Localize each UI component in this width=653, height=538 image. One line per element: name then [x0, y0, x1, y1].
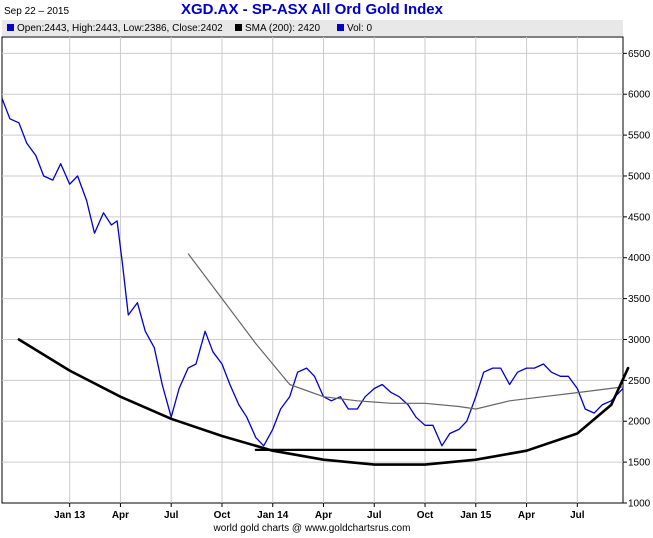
legend-price-swatch	[7, 24, 14, 31]
y-tick-label: 6500	[628, 49, 651, 60]
grid	[2, 37, 623, 503]
legend-sma-label: SMA (200): 2420	[245, 23, 320, 34]
x-tick-label: Jul	[367, 510, 382, 521]
x-tick-label: Jan 14	[257, 510, 289, 521]
annotation-layer	[17, 338, 630, 466]
x-tick-label: Apr	[112, 510, 129, 521]
legend-bar	[2, 20, 623, 36]
x-tick-label: Apr	[315, 510, 332, 521]
y-tick-label: 5500	[628, 131, 651, 142]
footer-credit: world gold charts @ www.goldchartsrus.co…	[213, 523, 411, 534]
legend-price-label: Open:2443, High:2443, Low:2386, Close:24…	[17, 23, 223, 34]
legend-sma-swatch	[235, 24, 242, 31]
y-tick-label: 2000	[628, 417, 651, 428]
y-tick-label: 3500	[628, 294, 651, 305]
x-tick-label: Oct	[214, 510, 231, 521]
chart-date: Sep 22 – 2015	[4, 6, 69, 17]
y-tick-label: 6000	[628, 90, 651, 101]
legend-vol-swatch	[337, 24, 344, 31]
y-tick-label: 1000	[628, 499, 651, 510]
y-tick-label: 5000	[628, 171, 651, 182]
x-tick-label: Jan 13	[54, 510, 86, 521]
y-axis: 1000 1500 2000 2500 3000 3500 4000 4500 5000 5500…	[623, 49, 651, 510]
chart-title: XGD.AX - SP-ASX All Ord Gold Index	[181, 1, 444, 18]
x-tick-label: Jul	[164, 510, 179, 521]
x-tick-label: Jan 15	[460, 510, 492, 521]
y-tick-label: 3000	[628, 335, 651, 346]
x-tick-label: Jul	[570, 510, 585, 521]
y-tick-label: 4500	[628, 212, 651, 223]
x-tick-label: Oct	[417, 510, 434, 521]
legend-vol-label: Vol: 0	[347, 23, 372, 34]
sma-series-line	[187, 253, 624, 410]
price-series-line	[1, 98, 624, 447]
y-tick-label: 2500	[628, 376, 651, 387]
bowl-curve-annotation	[17, 338, 630, 466]
y-tick-label: 4000	[628, 253, 651, 264]
y-tick-label: 1500	[628, 458, 651, 469]
plot-area	[1, 36, 624, 504]
x-tick-label: Apr	[518, 510, 535, 521]
x-axis: Jan 13 Apr Jul Oct Jan 14 Apr Jul Oct Jan 15 Apr J…	[54, 503, 585, 521]
plot-frame	[1, 36, 624, 504]
series-layer	[1, 98, 624, 447]
